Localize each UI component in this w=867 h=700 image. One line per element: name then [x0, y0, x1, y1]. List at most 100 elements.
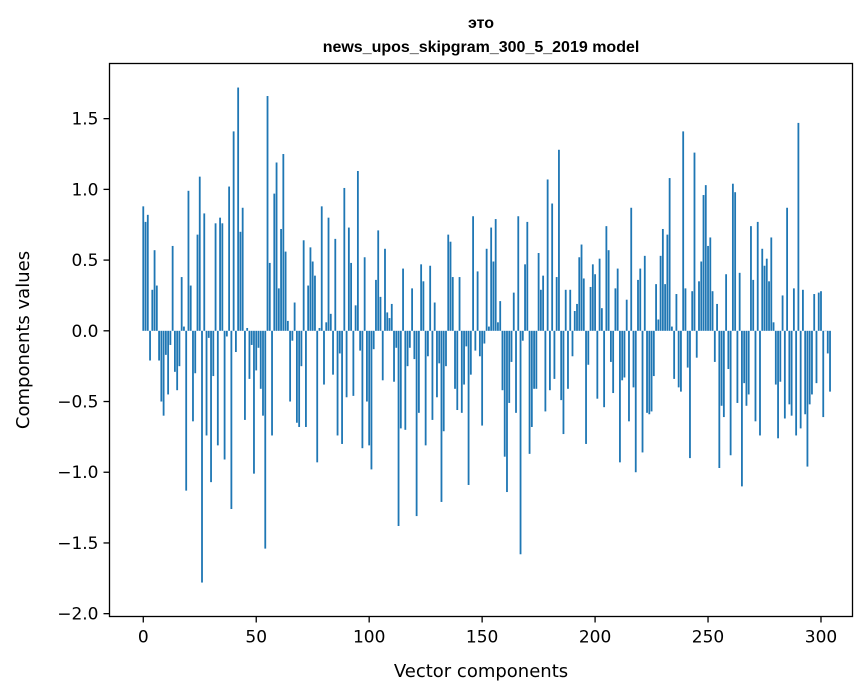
bar-203	[601, 308, 603, 331]
bar-239	[682, 131, 684, 330]
bar-192	[576, 304, 578, 331]
bar-14	[174, 331, 176, 372]
bar-72	[305, 331, 307, 427]
bar-139	[456, 331, 458, 410]
bar-144	[468, 331, 470, 485]
bar-123	[420, 264, 422, 330]
bar-224	[648, 331, 650, 414]
bar-263	[736, 331, 738, 403]
bar-205	[605, 226, 607, 331]
bar-181	[551, 204, 553, 331]
bar-41	[235, 331, 237, 352]
bar-141	[461, 331, 463, 413]
bar-303	[827, 331, 829, 354]
bar-63	[285, 252, 287, 331]
bar-57	[271, 331, 273, 436]
bar-9	[163, 331, 165, 416]
bar-286	[788, 331, 790, 405]
bar-300	[820, 291, 822, 331]
bar-24	[197, 235, 199, 331]
bar-136	[450, 242, 452, 331]
x-axis-label: Vector components	[394, 661, 568, 682]
bar-208	[612, 331, 614, 393]
bar-212	[621, 331, 623, 381]
bar-130	[436, 331, 438, 397]
bar-51	[258, 331, 260, 348]
bar-52	[260, 331, 262, 389]
bar-12	[169, 331, 171, 345]
bar-134	[445, 331, 447, 366]
bar-64	[287, 321, 289, 331]
bar-190	[572, 331, 574, 356]
bar-240	[685, 288, 687, 330]
bar-297	[813, 294, 815, 331]
bar-140	[459, 277, 461, 331]
bar-101	[371, 331, 373, 470]
bar-178	[544, 331, 546, 412]
bar-150	[481, 331, 483, 426]
bar-185	[560, 331, 562, 400]
bar-4	[151, 290, 153, 331]
y-tick-label: −2.0	[57, 605, 98, 625]
bar-107	[384, 249, 386, 331]
bar-35	[221, 223, 223, 330]
bar-11	[167, 331, 169, 395]
bar-122	[418, 331, 420, 413]
bar-19	[185, 331, 187, 491]
bar-238	[680, 331, 682, 392]
bar-116	[404, 331, 406, 430]
bar-254	[716, 304, 718, 331]
bar-84	[332, 331, 334, 375]
bar-39	[230, 331, 232, 509]
bar-20	[188, 191, 190, 331]
y-axis-ticks: −2.0−1.5−1.0−0.50.00.51.01.5	[57, 110, 109, 625]
bar-168	[522, 331, 524, 341]
bar-119	[411, 288, 413, 330]
bar-226	[653, 331, 655, 376]
bar-237	[678, 331, 680, 388]
bar-56	[269, 263, 271, 331]
y-tick-label: 0.5	[71, 251, 98, 271]
bar-294	[807, 331, 809, 467]
bar-30	[210, 331, 212, 482]
bar-10	[165, 331, 167, 355]
y-tick-label: 0.0	[71, 322, 98, 342]
bar-247	[700, 262, 702, 331]
bar-235	[673, 331, 675, 379]
bar-104	[377, 230, 379, 330]
bar-131	[438, 331, 440, 364]
bar-253	[714, 331, 716, 362]
bar-255	[718, 331, 720, 468]
bar-21	[190, 286, 192, 331]
bar-282	[779, 331, 781, 382]
bar-157	[497, 322, 499, 330]
bar-18	[183, 327, 185, 331]
bar-127	[429, 266, 431, 331]
bar-243	[691, 291, 693, 331]
bar-216	[630, 208, 632, 331]
bar-110	[391, 304, 393, 331]
bar-248	[703, 195, 705, 331]
bar-221	[642, 331, 644, 453]
bar-170	[526, 222, 528, 331]
bar-66	[291, 331, 293, 341]
bar-189	[569, 290, 571, 331]
bar-301	[822, 331, 824, 417]
bar-89	[343, 188, 345, 331]
bar-3	[149, 331, 151, 361]
x-tick-label: 200	[579, 628, 611, 648]
bar-274	[761, 249, 763, 331]
bar-105	[380, 297, 382, 331]
bar-197	[587, 331, 589, 365]
bar-187	[565, 290, 567, 331]
bar-262	[734, 192, 736, 331]
bar-236	[676, 294, 678, 331]
bar-148	[477, 271, 479, 330]
bar-153	[488, 327, 490, 331]
bar-182	[554, 331, 556, 379]
bar-281	[777, 331, 779, 438]
bar-200	[594, 274, 596, 331]
bar-91	[348, 228, 350, 331]
bar-68	[296, 331, 298, 423]
